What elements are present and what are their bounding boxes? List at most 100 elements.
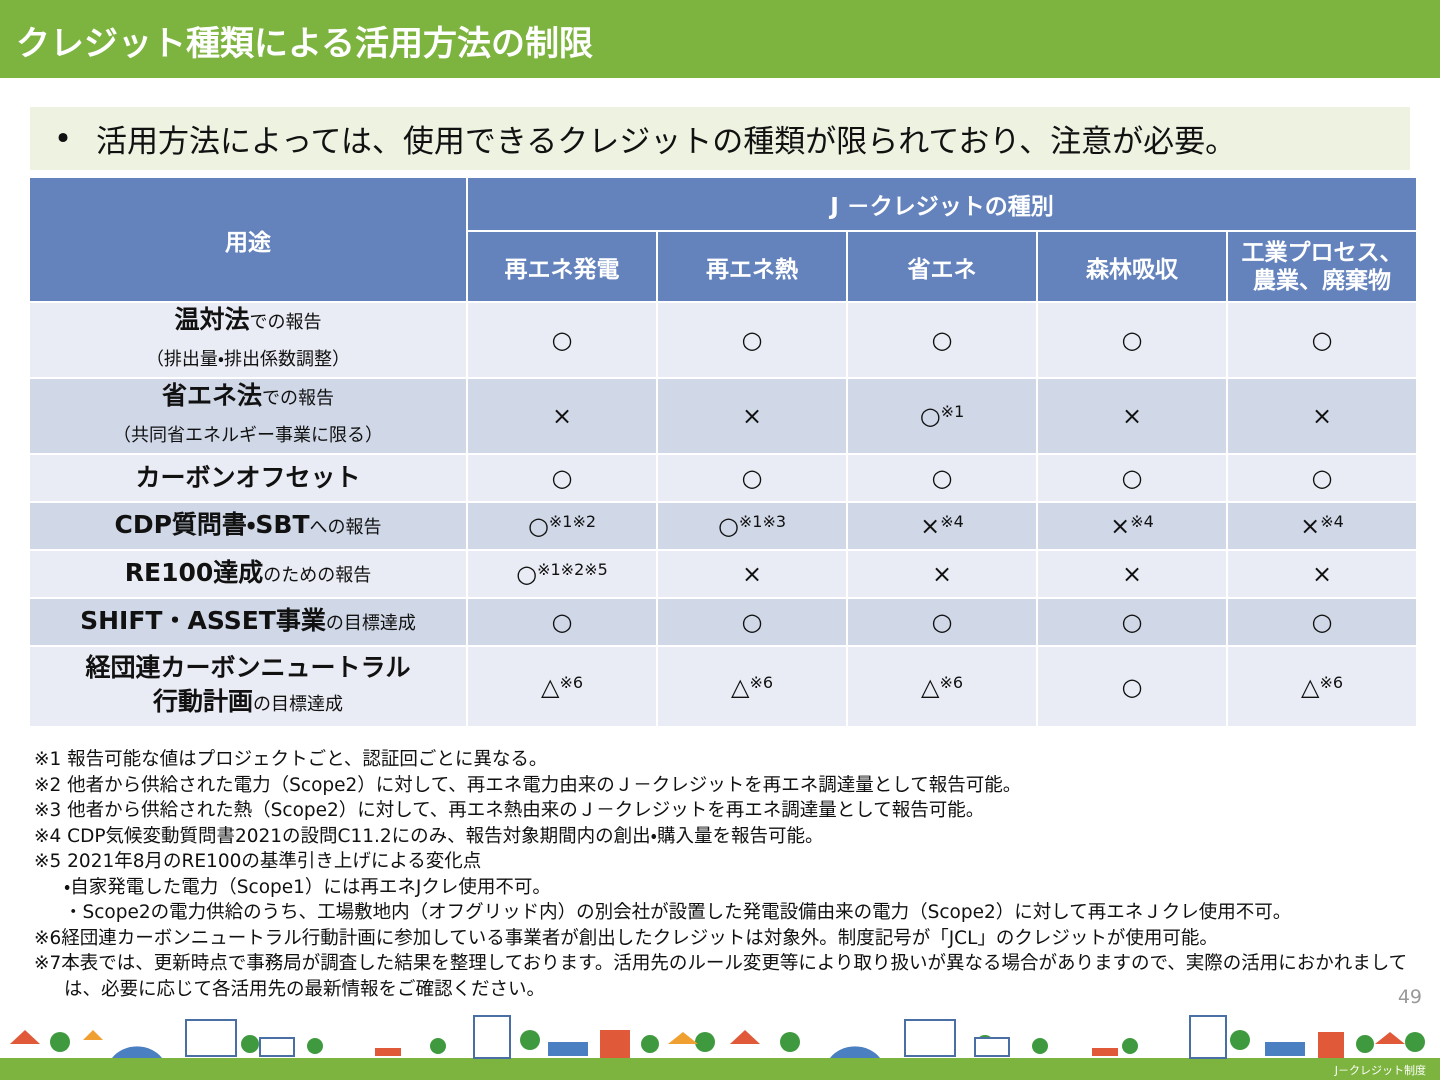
cell: ○: [658, 303, 848, 379]
bullet-text: 活用方法によっては、使用できるクレジットの種類が限られており、注意が必要。: [96, 124, 1237, 160]
cell-mark: ○: [919, 402, 941, 430]
cell: ○: [848, 455, 1038, 503]
cell: ○: [1038, 647, 1228, 728]
column-header: 再エネ熱: [658, 232, 848, 303]
column-header-text: 農業、廃棄物: [1253, 267, 1391, 294]
column-header-text: 工業プロセス、: [1241, 239, 1403, 266]
label-bold: CDP質問書・SBT: [114, 509, 310, 539]
cell-note: ※1: [940, 402, 965, 421]
table-row: SHIFT・ASSET事業の目標達成 ○ ○ ○ ○ ○: [30, 599, 1418, 647]
cell-mark: ×: [1311, 402, 1333, 430]
note: ※5 2021年8月のRE100の基準引き上げによる変化点: [34, 851, 482, 872]
footer-label: J－クレジット制度: [1334, 1064, 1426, 1077]
cell: ×※4: [848, 503, 1038, 551]
cell-mark: ○: [1121, 464, 1143, 492]
cell-mark: ×: [931, 560, 953, 588]
cell-mark: △: [1300, 672, 1320, 701]
row-label: 省エネ法での報告 （共同省エネルギー事業に限る）: [30, 379, 468, 455]
table-row: RE100達成のための報告 ○※1※2※5 × × × ×: [30, 551, 1418, 599]
cell: ○: [468, 599, 658, 647]
cell: ○: [468, 303, 658, 379]
row-label: RE100達成のための報告: [30, 551, 468, 599]
title: クレジット種類による活用方法の制限: [16, 24, 593, 64]
footer-decoration: [0, 1015, 1440, 1080]
cell-mark: ○: [741, 326, 763, 354]
bullet-box: • 活用方法によっては、使用できるクレジットの種類が限られており、注意が必要。: [30, 107, 1410, 170]
cell: ×: [658, 379, 848, 455]
cell-mark: ○: [717, 512, 739, 540]
row-label: 温対法での報告 （排出量・排出係数調整）: [30, 303, 468, 379]
cell-note: ※6: [1319, 672, 1344, 692]
table-row: CDP質問書・SBTへの報告 ○※1※2 ○※1※3 ×※4 ×※4 ×※4: [30, 503, 1418, 551]
header-bar: クレジット種類による活用方法の制限: [0, 0, 1440, 78]
table-row: 温対法での報告 （排出量・排出係数調整） ○ ○ ○ ○ ○: [30, 303, 1418, 379]
label-bold: 経団連カーボンニュートラル: [85, 653, 411, 682]
cell: ×※4: [1038, 503, 1228, 551]
cell: ○: [1038, 599, 1228, 647]
cell-mark: ○: [931, 608, 953, 636]
cell-note: ※4: [1130, 512, 1154, 531]
label-normal: での報告: [262, 388, 334, 409]
note: ※1 報告可能な値はプロジェクトごと、認証回ごとに異なる。: [34, 749, 548, 770]
label-bold: 温対法: [174, 305, 250, 334]
cell-mark: ×: [1311, 560, 1333, 588]
usage-header: 用途: [30, 178, 468, 303]
label-normal: での報告: [249, 312, 322, 333]
cell: ○: [1038, 303, 1228, 379]
cell: ○: [658, 599, 848, 647]
cell-mark: ○: [1121, 672, 1143, 701]
column-header: 森林吸収: [1038, 232, 1228, 303]
cell: △※6: [1228, 647, 1418, 728]
note: ※4 CDP気候変動質問書2021の設問C11.2にのみ、報告対象期間内の創出・…: [34, 825, 824, 847]
cell: △※6: [848, 647, 1038, 728]
cell-note: ※6: [939, 672, 964, 692]
label-bold: SHIFT・ASSET事業: [80, 605, 326, 635]
cell-mark: ×: [1121, 560, 1143, 588]
label-normal: の目標達成: [253, 694, 343, 715]
cell: ○※1: [848, 379, 1038, 455]
cell-mark: ○: [741, 608, 763, 636]
cell: ○※1※2: [468, 503, 658, 551]
note: ※6経団連カーボンニュートラル行動計画に参加している事業者が創出したクレジットは…: [34, 927, 1218, 949]
column-header: 工業プロセス、 農業、廃棄物: [1228, 232, 1418, 303]
usage-table: 用途 J －クレジットの種別 再エネ発電 再エネ熱 省エネ 森林吸収 工業プロセス、 農業、…: [30, 178, 1418, 728]
cell-note: ※1※2※5: [537, 560, 608, 579]
cell: ○: [1228, 599, 1418, 647]
label-bold: RE100達成: [124, 557, 264, 587]
cell: ×: [468, 379, 658, 455]
label-normal: への報告: [309, 516, 382, 538]
page-number: 49: [1397, 986, 1422, 1008]
cell: ○: [1038, 455, 1228, 503]
cell-mark: ○: [516, 560, 538, 588]
label-normal: （排出量・排出係数調整）: [145, 349, 351, 370]
cell: ×※4: [1228, 503, 1418, 551]
cell-mark: ×: [920, 512, 941, 540]
row-label: SHIFT・ASSET事業の目標達成: [30, 599, 468, 647]
group-header: J －クレジットの種別: [468, 178, 1418, 232]
cell: △※6: [468, 647, 658, 728]
cell-mark: ○: [1121, 326, 1143, 354]
cell-mark: △: [730, 672, 750, 701]
notes: ※1 報告可能な値はプロジェクトごと、認証回ごとに異なる。 ※2 他者から供給され…: [34, 747, 1424, 1002]
row-label: カーボンオフセット: [30, 455, 468, 503]
table-row: カーボンオフセット ○ ○ ○ ○ ○: [30, 455, 1418, 503]
cell: ○: [848, 303, 1038, 379]
table-row: 経団連カーボンニュートラル 行動計画の目標達成 △※6 △※6 △※6 ○ △※6: [30, 647, 1418, 728]
cell: ○※1※3: [658, 503, 848, 551]
cell: △※6: [658, 647, 848, 728]
label-normal: のための報告: [263, 564, 372, 586]
column-header-text: 再エネ発電: [504, 256, 620, 283]
cell-mark: ○: [551, 326, 573, 354]
cell-mark: ○: [1311, 464, 1333, 492]
column-header-text: 再エネ熱: [706, 256, 798, 283]
cell: ×: [1038, 551, 1228, 599]
cell-mark: ○: [527, 512, 549, 540]
column-header-text: 森林吸収: [1086, 256, 1178, 283]
label-normal: （共同省エネルギー事業に限る）: [113, 425, 383, 446]
label-normal: の目標達成: [325, 612, 416, 634]
table-row: 省エネ法での報告 （共同省エネルギー事業に限る） × × ○※1 × ×: [30, 379, 1418, 455]
cell: ×: [848, 551, 1038, 599]
cell: ×: [1228, 551, 1418, 599]
note: ・Scope2の電力供給のうち、工場敷地内（オフグリッド内）の別会社が設置した発…: [64, 902, 1292, 923]
